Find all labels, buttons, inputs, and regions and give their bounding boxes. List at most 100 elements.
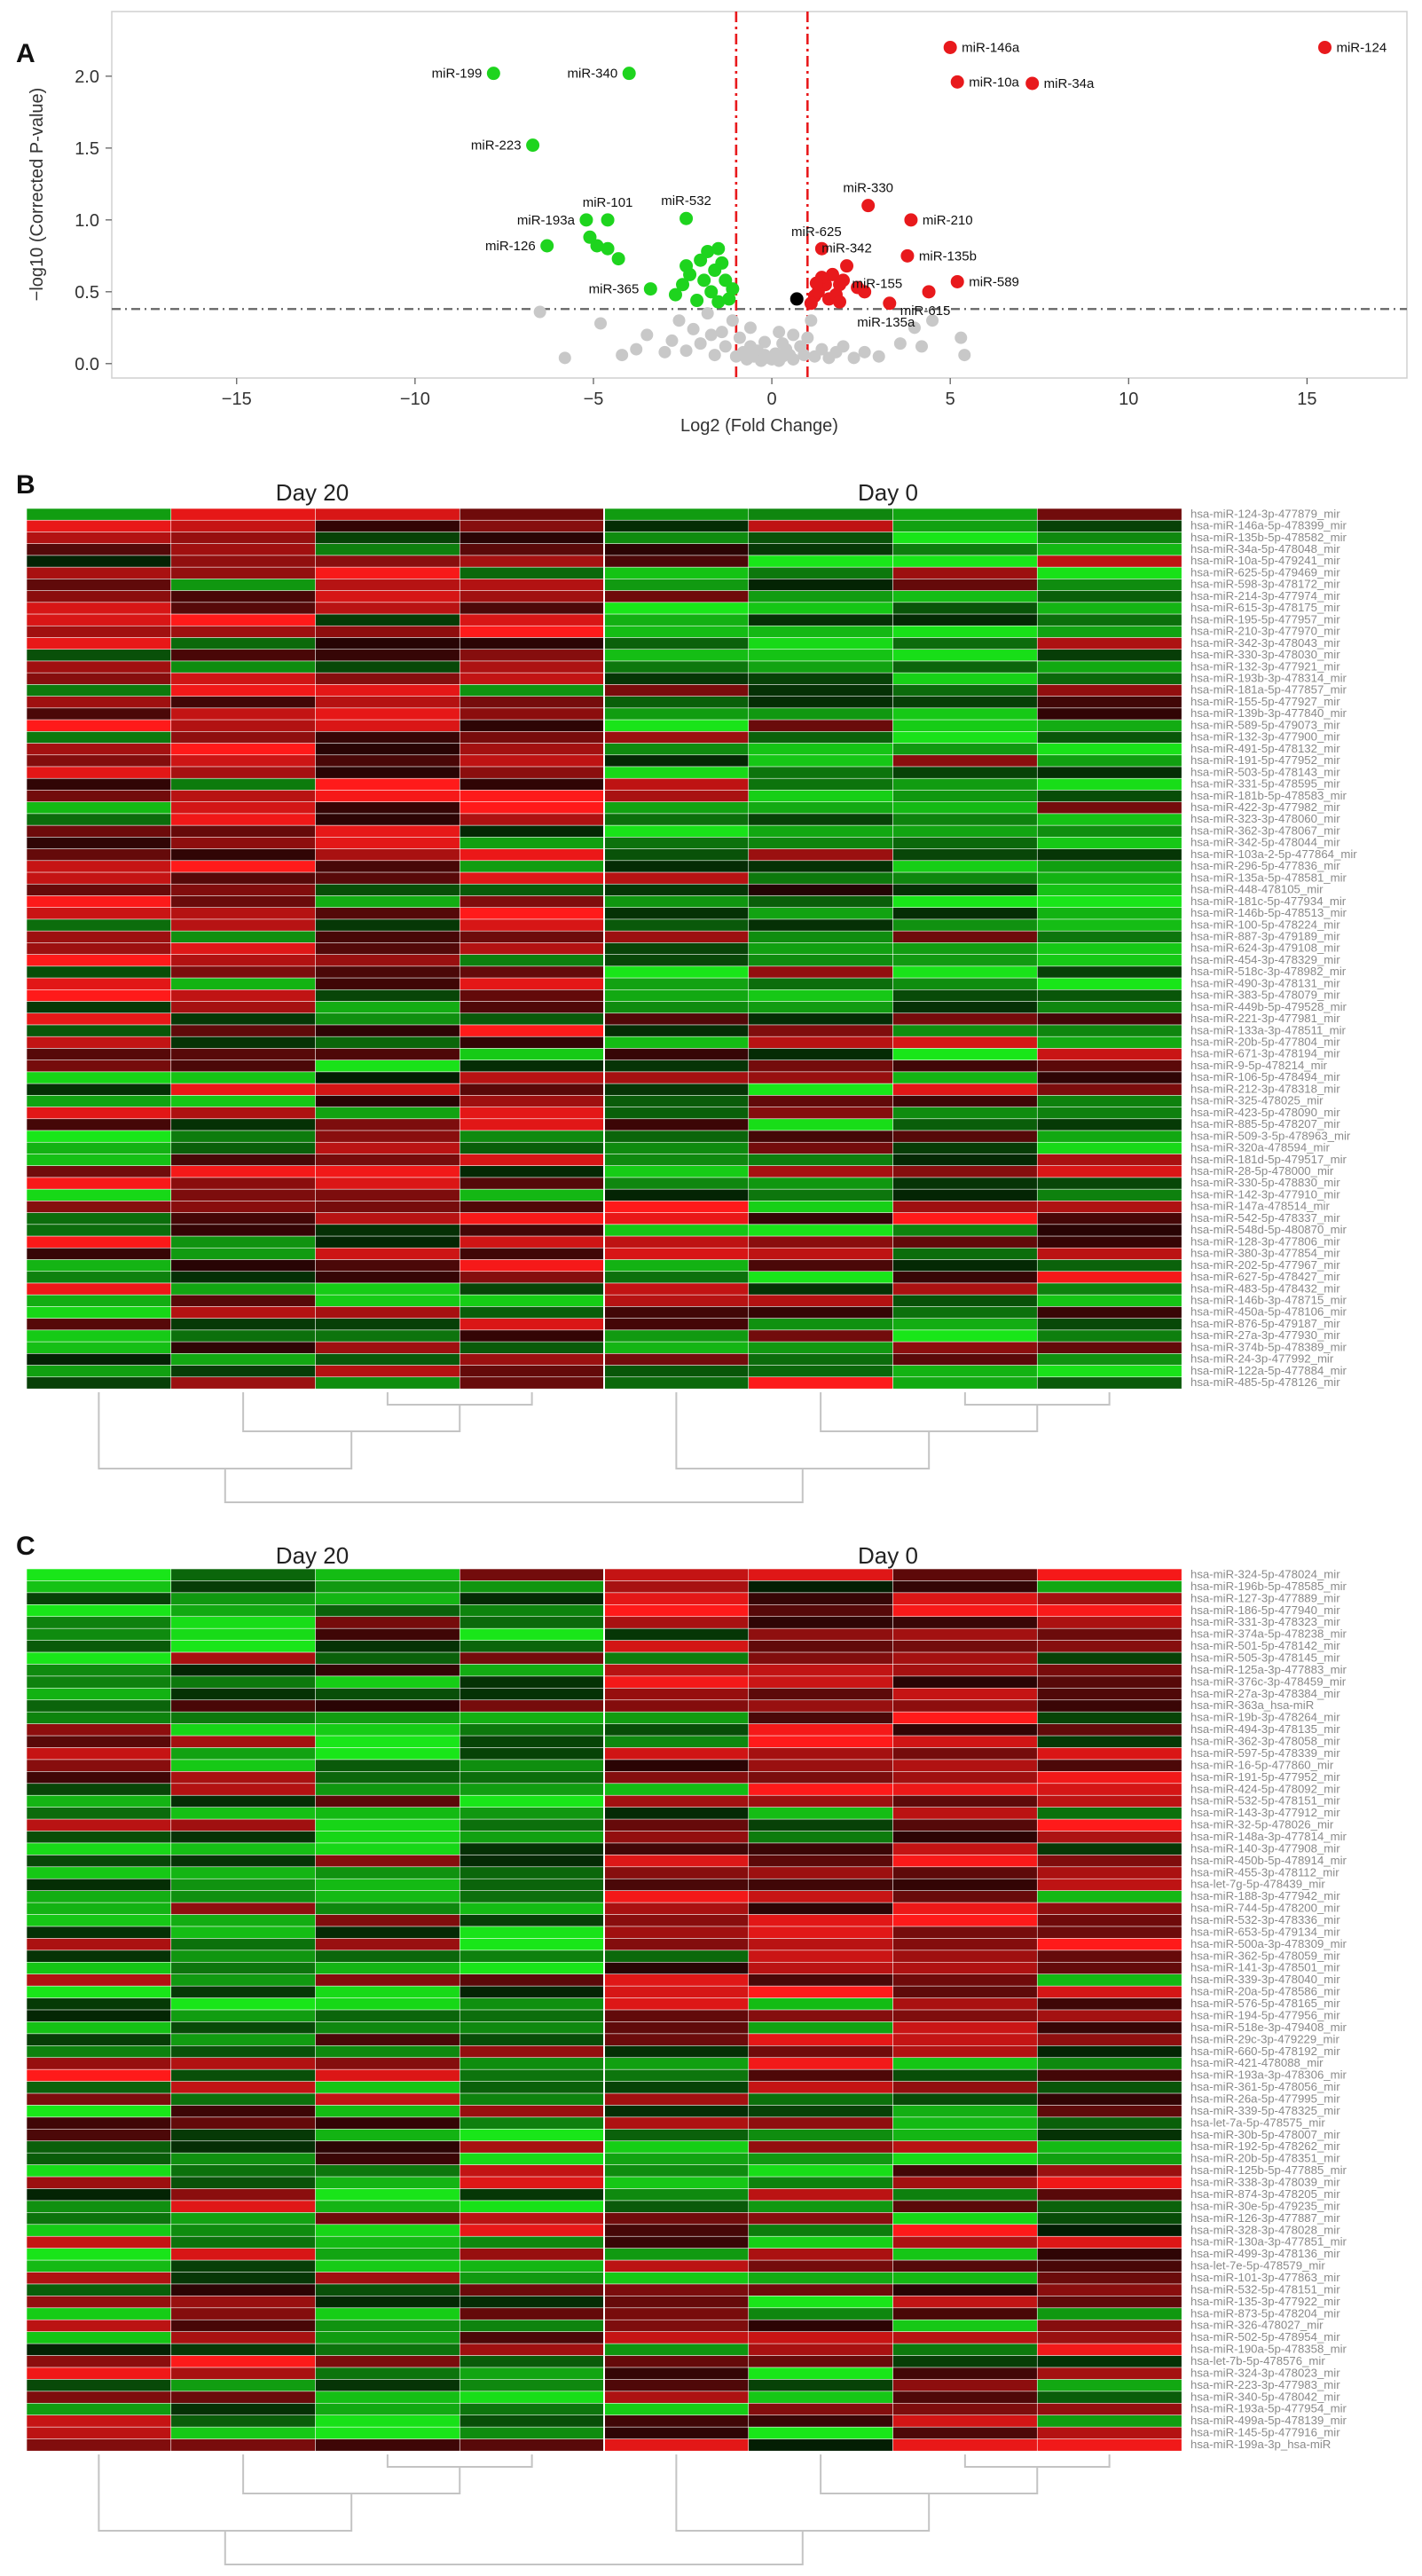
heatmap-cell: [170, 2200, 316, 2213]
heatmap-cell: [603, 2224, 750, 2237]
heatmap-cell: [26, 989, 172, 1003]
heatmap-cell: [1036, 1866, 1182, 1879]
heatmap-cell: [603, 1866, 750, 1879]
heatmap-cell: [26, 1212, 172, 1225]
heatmap-cell: [603, 1095, 750, 1108]
heatmap-cell: [1036, 743, 1182, 756]
heatmap-cell: [459, 1818, 605, 1832]
heatmap-cell: [1036, 532, 1182, 545]
heatmap-cell: [603, 1341, 750, 1354]
heatmap-cell: [459, 907, 605, 920]
heatmap-cell: [892, 2355, 1038, 2368]
heatmap-cell: [26, 1603, 172, 1618]
heatmap-cell: [1036, 777, 1182, 791]
heatmap-cell: [315, 2272, 460, 2285]
heatmap-cell: [892, 1902, 1038, 1916]
heatmap-cell: [26, 1973, 172, 1987]
heatmap-row-label: hsa-miR-362-3p-478067_mir: [1190, 823, 1340, 837]
heatmap-cell: [748, 637, 893, 650]
heatmap-cell: [170, 2331, 316, 2344]
heatmap-cell: [892, 871, 1038, 885]
heatmap-cell: [170, 930, 316, 943]
heatmap-cell: [459, 2116, 605, 2130]
heatmap-cell: [170, 1259, 316, 1272]
nonsig-point: [805, 314, 818, 327]
heatmap-cell: [315, 1365, 460, 1378]
heatmap-cell: [315, 1616, 460, 1629]
heatmap-row-label: hsa-let-7e-5p-478579_mir: [1190, 2259, 1325, 2273]
heatmap-row-label: hsa-miR-10a-5p-479241_mir: [1190, 554, 1340, 567]
heatmap-cell: [459, 1247, 605, 1261]
heatmap-cell: [892, 1890, 1038, 1903]
heatmap-cell: [748, 1950, 893, 1963]
heatmap-cell: [748, 1616, 893, 1629]
heatmap-row-label: hsa-miR-191-5p-477952_mir: [1190, 753, 1340, 767]
heatmap-cell: [748, 1997, 893, 2011]
heatmap-cell: [315, 1376, 460, 1390]
heatmap-cell: [1036, 1024, 1182, 1037]
heatmap-cell: [892, 707, 1038, 721]
heatmap-cell: [170, 1083, 316, 1096]
labeled-point: [900, 248, 915, 263]
heatmap-cell: [748, 1165, 893, 1178]
nonsig-point: [687, 322, 700, 335]
nonsig-point: [719, 340, 732, 353]
heatmap-cell: [26, 1048, 172, 1061]
up-point: [804, 296, 818, 311]
heatmap-cell: [892, 2057, 1038, 2070]
heatmap-cell: [603, 2188, 750, 2202]
heatmap-cell: [603, 2021, 750, 2035]
heatmap-cell: [603, 954, 750, 967]
heatmap-cell: [1036, 2212, 1182, 2225]
heatmap-cell: [1036, 2068, 1182, 2083]
heatmap-cell: [459, 1188, 605, 1201]
heatmap-cell: [892, 1950, 1038, 1963]
heatmap-cell: [26, 2307, 172, 2320]
heatmap-cell: [892, 2259, 1038, 2273]
heatmap-cell: [748, 871, 893, 885]
heatmap-cell: [315, 2438, 460, 2452]
heatmap-cell: [170, 555, 316, 568]
heatmap-cell: [459, 1807, 605, 1820]
heatmap-cell: [26, 2176, 172, 2189]
heatmap-cell: [892, 1592, 1038, 1605]
heatmap-cell: [1036, 1130, 1182, 1143]
heatmap-cell: [26, 2272, 172, 2285]
heatmap-cell: [26, 637, 172, 650]
heatmap-cell: [603, 2438, 750, 2452]
dendrogram-branch: [820, 1392, 1039, 1432]
heatmap-cell: [170, 684, 316, 697]
heatmap-cell: [26, 1950, 172, 1963]
heatmap-cell: [603, 1071, 750, 1084]
heatmap-cell: [315, 1603, 460, 1618]
heatmap-cell: [748, 837, 893, 850]
heatmap-cell: [315, 2379, 460, 2392]
heatmap-cell: [170, 519, 316, 532]
heatmap-cell: [459, 1675, 605, 1689]
heatmap-cell: [26, 672, 172, 685]
heatmap-cell: [748, 1001, 893, 1014]
heatmap-cell: [459, 602, 605, 615]
heatmap-cell: [748, 1723, 893, 1737]
heatmap-cell: [892, 1807, 1038, 1820]
heatmap-cell: [1036, 1071, 1182, 1084]
heatmap-cell: [748, 1318, 893, 1331]
heatmap-cell: [892, 613, 1038, 626]
point-label: miR-589: [969, 274, 1019, 289]
heatmap-cell: [459, 660, 605, 674]
heatmap-cell: [603, 2272, 750, 2285]
heatmap-cell: [748, 1271, 893, 1284]
heatmap-cell: [748, 566, 893, 579]
heatmap-cell: [748, 2033, 893, 2046]
heatmap-cell: [892, 719, 1038, 732]
heatmap-cell: [603, 989, 750, 1003]
heatmap-cell: [892, 1866, 1038, 1879]
point-label: miR-135b: [919, 248, 977, 264]
nonsig-point: [872, 350, 885, 363]
heatmap-cell: [170, 766, 316, 779]
heatmap-cell: [1036, 1747, 1182, 1761]
heatmap-cell: [170, 2259, 316, 2273]
heatmap-row-label: hsa-miR-532-5p-478151_mir: [1190, 1794, 1340, 1808]
heatmap-cell: [315, 2105, 460, 2118]
heatmap-cell: [26, 519, 172, 532]
